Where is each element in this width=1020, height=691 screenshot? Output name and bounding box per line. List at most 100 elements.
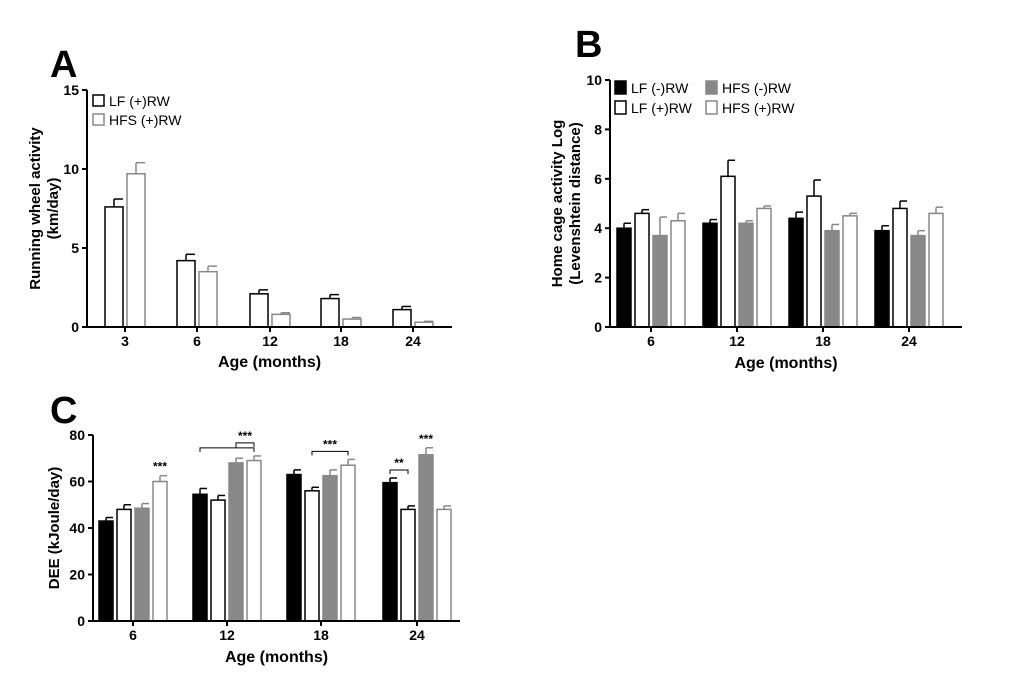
chart-b-ytick-label: 4 (594, 220, 602, 236)
chart-b-xtick-label: 18 (815, 333, 831, 349)
chart-c-bracket (389, 469, 409, 475)
chart-c-xtick-label: 24 (409, 627, 425, 643)
chart-b-ytick-label: 8 (594, 121, 602, 137)
chart-c-bar (98, 520, 114, 622)
chart-a-xtick-label: 12 (262, 333, 278, 349)
chart-c-bar (192, 493, 208, 622)
chart-c-bar (116, 508, 132, 622)
chart-a-legend-swatch (92, 113, 105, 126)
chart-a-running-wheel: 3 6 12 18 24 0 5 10 15 Age (months) Running wheel … (27, 82, 452, 371)
chart-a-ylabel: (km/day) (45, 178, 62, 240)
chart-b-ytick-label: 6 (594, 171, 602, 187)
chart-b-bar (824, 229, 840, 328)
chart-a-xtick-label: 3 (121, 333, 129, 349)
chart-b-bar (892, 207, 908, 328)
chart-a-ytick-label: 15 (63, 82, 79, 98)
chart-b-legend-swatch (705, 80, 718, 95)
chart-b-legend-swatch (614, 100, 627, 115)
chart-c-ytick-label: 0 (77, 613, 85, 629)
chart-a-bar (104, 206, 124, 328)
chart-b-legend-label: LF (-)RW (631, 80, 689, 96)
chart-a-bar (320, 297, 340, 328)
chart-a-xtick-label: 24 (405, 333, 421, 349)
chart-c-bracket (199, 447, 255, 452)
chart-b-ytick-label: 2 (594, 270, 602, 286)
chart-c-ytick-label: 80 (69, 427, 85, 443)
chart-c-bar (134, 507, 150, 622)
chart-c-bar (286, 473, 302, 622)
chart-c-bar (304, 490, 320, 622)
chart-c-bar (246, 459, 262, 622)
chart-a-legend-swatch (92, 94, 105, 107)
chart-b-bar (738, 222, 754, 328)
chart-c-bar (436, 508, 452, 622)
chart-b-ylabel: (Levenshtein distance) (567, 122, 584, 285)
chart-c-bracket (311, 450, 349, 456)
chart-c-bracket (235, 442, 255, 448)
chart-c-bar (418, 454, 434, 622)
chart-a-bar (176, 259, 196, 328)
chart-b-ytick-label: 0 (594, 319, 602, 335)
chart-a-bar (126, 172, 146, 328)
chart-a-bar (271, 313, 291, 328)
chart-b-bar (720, 175, 736, 328)
chart-c-dee: 6 12 18 24 0 20 40 60 80 Age (months) DEE (kJoule/… (46, 427, 460, 666)
chart-c-significance: *** (419, 432, 433, 446)
chart-a-ylabel: Running wheel activity (27, 127, 44, 290)
chart-b-bar (652, 234, 668, 328)
chart-b-xtick-label: 24 (901, 333, 917, 349)
chart-c-significance: *** (153, 460, 167, 474)
chart-a-bar (249, 293, 269, 328)
chart-b-bar (702, 222, 718, 328)
chart-a-xlabel: Age (months) (218, 354, 321, 371)
chart-b-bar (928, 212, 944, 328)
panel-label-b: B (575, 24, 602, 66)
chart-c-bar (228, 462, 244, 622)
chart-c-xtick-label: 18 (313, 627, 329, 643)
chart-a-ytick-label: 10 (63, 161, 79, 177)
chart-c-xtick-label: 12 (219, 627, 235, 643)
chart-b-bar (806, 195, 822, 328)
chart-a-bar (198, 270, 218, 328)
chart-b-legend-swatch (614, 80, 627, 95)
chart-c-ylabel: DEE (kJoule/day) (46, 467, 63, 590)
panel-label-c: C (50, 390, 77, 432)
chart-a-bar (342, 318, 362, 328)
chart-c-bar (210, 499, 226, 622)
chart-a-bar (392, 308, 412, 328)
chart-c-bar (340, 464, 356, 622)
chart-c-ytick-label: 20 (69, 567, 85, 583)
chart-b-bar (634, 212, 650, 328)
chart-c-bar (322, 474, 338, 622)
chart-c-significance: ** (394, 456, 404, 470)
chart-c-xlabel: Age (months) (225, 649, 328, 666)
chart-b-bar (910, 234, 926, 328)
panel-label-a: A (50, 44, 77, 86)
chart-b-ylabel: Home cage activity Log (549, 120, 566, 288)
chart-c-significance: *** (238, 429, 252, 443)
chart-b-xlabel: Age (months) (734, 355, 837, 372)
chart-b-xtick-label: 12 (729, 333, 745, 349)
chart-a-ytick-label: 0 (71, 319, 79, 335)
chart-a-legend-label: HFS (+)RW (109, 112, 182, 128)
chart-b-bar (756, 207, 772, 328)
chart-b-bar (670, 220, 686, 328)
chart-c-xtick-label: 6 (129, 627, 137, 643)
chart-b-bar (874, 229, 890, 328)
chart-b-legend-label: HFS (-)RW (722, 80, 792, 96)
chart-c-ytick-label: 40 (69, 520, 85, 536)
chart-b-legend-label: LF (+)RW (631, 100, 693, 116)
chart-b-ytick-label: 10 (586, 72, 602, 88)
chart-a-xtick-label: 18 (333, 333, 349, 349)
chart-a-xtick-label: 6 (193, 333, 201, 349)
chart-c-significance: *** (323, 437, 337, 451)
chart-c-bar (382, 481, 398, 622)
chart-b-bar (788, 217, 804, 328)
chart-b-bar (842, 215, 858, 328)
chart-b-legend-swatch (705, 100, 718, 115)
chart-c-bar (400, 508, 416, 622)
chart-b-bar (616, 227, 632, 328)
chart-b-legend-label: HFS (+)RW (722, 100, 795, 116)
